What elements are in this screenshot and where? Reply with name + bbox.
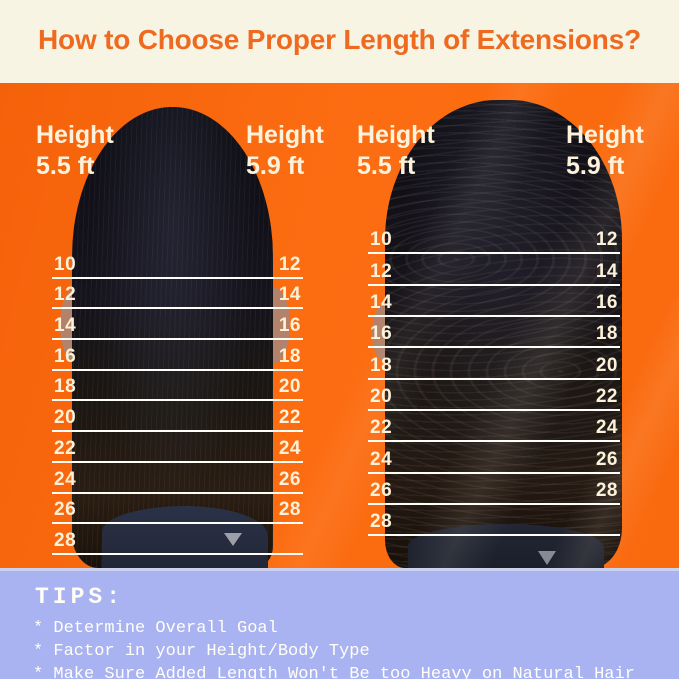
length-value-left: 28 xyxy=(370,511,393,533)
length-mark-row: 26 28 xyxy=(52,494,303,525)
comparison-stage: Height 5.5 ft Height 5.9 ft Height 5.5 ft H… xyxy=(0,83,679,568)
length-value-left: 14 xyxy=(54,315,77,337)
length-value-right: 24 xyxy=(278,437,301,459)
length-mark-row: 24 26 xyxy=(368,442,620,474)
length-value-left: 16 xyxy=(54,345,77,367)
length-ruler-wavy: 10 12 12 14 14 16 16 18 18 20 20 22 22 24 24 26 26 28 28 xyxy=(368,223,620,537)
length-value-right: 22 xyxy=(595,385,618,407)
length-mark-row: 20 22 xyxy=(52,401,303,433)
length-value-right: 14 xyxy=(595,260,618,282)
straight-hair-photo xyxy=(72,107,273,568)
length-value-left: 22 xyxy=(54,437,77,459)
tip-item: * Make Sure Added Length Won't Be too He… xyxy=(33,665,635,679)
height-word: Height xyxy=(246,121,324,149)
height-word: Height xyxy=(36,121,114,149)
tip-item: * Determine Overall Goal xyxy=(33,619,278,638)
length-value-right: 16 xyxy=(278,315,301,337)
length-value-left: 20 xyxy=(54,407,77,429)
length-mark-row: 22 24 xyxy=(368,411,620,443)
length-value-right: 28 xyxy=(278,499,301,521)
length-mark-row: 10 12 xyxy=(52,248,303,279)
height-value: 5.9 ft xyxy=(246,151,305,180)
height-label-left: Height 5.5 ft xyxy=(357,120,435,181)
length-value-right: 26 xyxy=(278,468,301,490)
jeans-logo-triangle-icon xyxy=(538,551,556,565)
length-mark-row: 14 16 xyxy=(52,309,303,341)
length-value-right: 20 xyxy=(278,376,301,398)
length-value-left: 26 xyxy=(54,499,77,521)
length-mark-row: 18 20 xyxy=(52,371,303,402)
length-value-left: 16 xyxy=(370,323,393,345)
length-mark-row: 26 28 xyxy=(368,474,620,505)
length-mark-row: 10 12 xyxy=(368,223,620,255)
tips-section: TIPS: * Determine Overall Goal * Factor … xyxy=(0,568,679,679)
wavy-hair-photo xyxy=(385,100,622,568)
length-ruler-straight: 10 12 12 14 14 16 16 18 18 20 20 22 22 24 24 26 26 28 28 xyxy=(52,248,303,555)
length-value-right: 12 xyxy=(595,229,618,251)
height-value: 5.5 ft xyxy=(357,151,416,180)
height-label-left: Height 5.5 ft xyxy=(36,120,114,181)
length-mark-row: 14 16 xyxy=(368,286,620,317)
height-word: Height xyxy=(566,121,644,149)
height-label-right: Height 5.9 ft xyxy=(566,120,644,181)
title-band: How to Choose Proper Length of Extension… xyxy=(0,0,679,83)
length-mark-row: 28 xyxy=(368,505,620,537)
length-value-left: 24 xyxy=(370,448,393,470)
length-value-right: 26 xyxy=(595,448,618,470)
length-value-right: 18 xyxy=(278,345,301,367)
height-word: Height xyxy=(357,121,435,149)
length-value-left: 10 xyxy=(54,253,77,275)
length-mark-row: 16 18 xyxy=(368,317,620,349)
length-value-right: 16 xyxy=(595,291,618,313)
length-value-left: 26 xyxy=(370,479,393,501)
length-value-left: 28 xyxy=(54,529,77,551)
length-mark-row: 22 24 xyxy=(52,432,303,463)
length-value-left: 12 xyxy=(54,284,77,306)
length-value-right: 20 xyxy=(595,354,618,376)
length-value-left: 12 xyxy=(370,260,393,282)
height-value: 5.5 ft xyxy=(36,151,95,180)
length-mark-row: 12 14 xyxy=(52,279,303,310)
length-value-right: 24 xyxy=(595,417,618,439)
length-mark-row: 16 18 xyxy=(52,340,303,371)
height-value: 5.9 ft xyxy=(566,151,625,180)
length-value-left: 20 xyxy=(370,385,393,407)
length-mark-row: 28 xyxy=(52,524,303,555)
length-value-right: 14 xyxy=(278,284,301,306)
length-value-right: 28 xyxy=(595,479,618,501)
tips-heading: TIPS: xyxy=(35,584,125,610)
length-value-left: 22 xyxy=(370,417,393,439)
length-mark-row: 20 22 xyxy=(368,380,620,411)
length-value-right: 12 xyxy=(278,253,301,275)
length-value-left: 18 xyxy=(54,376,77,398)
length-mark-row: 12 14 xyxy=(368,254,620,286)
length-value-left: 24 xyxy=(54,468,77,490)
length-value-left: 10 xyxy=(370,229,393,251)
length-value-left: 14 xyxy=(370,291,393,313)
length-mark-row: 24 26 xyxy=(52,463,303,494)
height-label-right: Height 5.9 ft xyxy=(246,120,324,181)
jeans-right-model xyxy=(408,524,604,568)
length-mark-row: 18 20 xyxy=(368,348,620,380)
page-title: How to Choose Proper Length of Extension… xyxy=(38,24,641,55)
length-value-right: 18 xyxy=(595,323,618,345)
length-value-right: 22 xyxy=(278,407,301,429)
length-value-left: 18 xyxy=(370,354,393,376)
tip-item: * Factor in your Height/Body Type xyxy=(33,642,370,661)
jeans-logo-triangle-icon xyxy=(224,533,242,546)
